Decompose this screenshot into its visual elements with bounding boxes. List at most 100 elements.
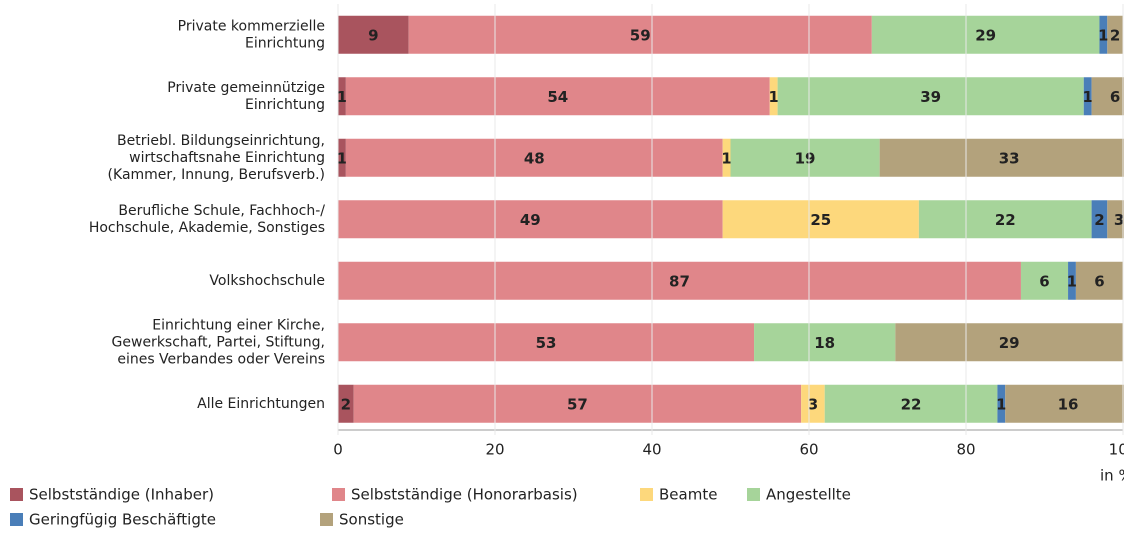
- value-label: 1: [768, 88, 778, 106]
- value-label: 2: [341, 395, 351, 413]
- bar-segment: [895, 323, 1123, 362]
- legend-swatch: [747, 488, 760, 501]
- bar-segment: [1083, 77, 1092, 116]
- value-label: 25: [810, 211, 831, 229]
- bar-segment: [338, 200, 723, 239]
- bar-segment: [1107, 15, 1123, 54]
- legend-swatch: [320, 513, 333, 526]
- category-label: (Kammer, Innung, Berufsverb.): [108, 167, 325, 183]
- bar-segment: [1091, 200, 1108, 239]
- bar-segment: [1099, 15, 1108, 54]
- value-label: 39: [920, 88, 941, 106]
- bar-segment: [722, 200, 919, 239]
- bar-segment: [730, 138, 880, 177]
- value-label: 57: [567, 395, 588, 413]
- bar-segment: [777, 77, 1084, 116]
- bar-segment: [1005, 384, 1124, 423]
- category-label: Einrichtung: [245, 97, 325, 113]
- bar-segment: [338, 261, 1021, 300]
- bar-segment: [1020, 261, 1069, 300]
- bar-segment: [824, 384, 998, 423]
- legend-label: Sonstige: [339, 511, 404, 529]
- value-label: 6: [1110, 88, 1120, 106]
- category-label: Private kommerzielle: [178, 18, 325, 34]
- value-label: 6: [1039, 272, 1049, 290]
- bar-segment: [879, 138, 1124, 177]
- bar-segment: [997, 384, 1006, 423]
- value-label: 48: [524, 149, 545, 167]
- bar-segment: [338, 138, 346, 177]
- bar-segment: [1068, 261, 1076, 300]
- value-label: 54: [547, 88, 568, 106]
- value-label: 29: [975, 26, 996, 44]
- x-tick-label: 20: [485, 441, 504, 459]
- bar-segment: [1075, 261, 1123, 300]
- bar-segment: [338, 384, 354, 423]
- legend-swatch: [332, 488, 345, 501]
- x-tick-label: 0: [333, 441, 343, 459]
- bar-segment: [722, 138, 731, 177]
- bar-segment: [338, 15, 409, 54]
- value-label: 2: [1110, 26, 1120, 44]
- value-label: 49: [520, 211, 541, 229]
- value-label: 22: [901, 395, 922, 413]
- bar-segment: [338, 323, 755, 362]
- bar-segment: [769, 77, 778, 116]
- value-label: 59: [630, 26, 651, 44]
- value-label: 1: [721, 149, 731, 167]
- value-label: 53: [536, 334, 557, 352]
- bar-segment: [754, 323, 896, 362]
- value-label: 29: [999, 334, 1020, 352]
- x-tick-label: 40: [642, 441, 661, 459]
- bar-segment: [345, 138, 723, 177]
- value-label: 1: [1082, 88, 1092, 106]
- bar-segment: [338, 77, 346, 116]
- legend-label: Selbstständige (Inhaber): [29, 486, 214, 504]
- category-label: Einrichtung einer Kirche,: [152, 317, 325, 333]
- bar-segment: [408, 15, 872, 54]
- legend-swatch: [640, 488, 653, 501]
- legend-label: Selbstständige (Honorarbasis): [351, 486, 578, 504]
- value-label: 6: [1094, 272, 1104, 290]
- bar-segment: [871, 15, 1100, 54]
- value-label: 19: [795, 149, 816, 167]
- category-label: Hochschule, Akademie, Sonstiges: [89, 220, 325, 236]
- value-label: 3: [1114, 211, 1124, 229]
- value-label: 9: [368, 26, 378, 44]
- bar-segment: [353, 384, 802, 423]
- value-label: 22: [995, 211, 1016, 229]
- value-label: 1: [337, 149, 347, 167]
- category-label: Berufliche Schule, Fachhoch-/: [118, 203, 325, 219]
- legend-swatch: [10, 488, 23, 501]
- legend-label: Beamte: [659, 486, 717, 504]
- category-label: eines Verbandes oder Vereins: [117, 351, 325, 367]
- category-label: Einrichtung: [245, 35, 325, 51]
- x-axis-label: in %: [1100, 467, 1124, 485]
- bar-segment: [918, 200, 1092, 239]
- value-label: 87: [669, 272, 690, 290]
- value-label: 1: [996, 395, 1006, 413]
- category-label: Gewerkschaft, Partei, Stiftung,: [112, 334, 325, 350]
- value-label: 18: [814, 334, 835, 352]
- category-label: wirtschaftsnahe Einrichtung: [129, 150, 325, 166]
- value-label: 1: [1098, 26, 1108, 44]
- x-tick-label: 60: [799, 441, 818, 459]
- x-tick-label: 100: [1109, 441, 1124, 459]
- value-label: 2: [1094, 211, 1104, 229]
- value-label: 33: [999, 149, 1020, 167]
- bar-segment: [1107, 200, 1124, 239]
- category-label: Alle Einrichtungen: [197, 396, 325, 412]
- value-label: 1: [1067, 272, 1077, 290]
- category-label: Volkshochschule: [209, 273, 325, 289]
- x-tick-label: 80: [956, 441, 975, 459]
- bar-segment: [1091, 77, 1124, 116]
- value-label: 1: [337, 88, 347, 106]
- category-label: Private gemeinnützige: [167, 80, 325, 96]
- legend-label: Angestellte: [766, 486, 851, 504]
- legend-swatch: [10, 513, 23, 526]
- bar-segment: [801, 384, 825, 423]
- legend-label: Geringfügig Beschäftigte: [29, 511, 216, 529]
- category-label: Betriebl. Bildungseinrichtung,: [117, 133, 325, 149]
- value-label: 3: [808, 395, 818, 413]
